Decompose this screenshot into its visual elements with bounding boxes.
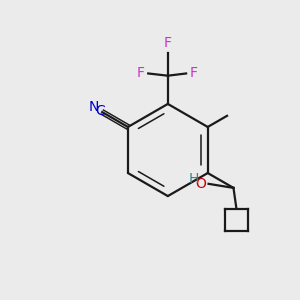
Text: O: O (195, 177, 206, 191)
Text: methyl: methyl (214, 108, 249, 118)
Text: C: C (95, 104, 105, 118)
Text: N: N (88, 100, 99, 114)
Text: F: F (136, 67, 145, 80)
Text: F: F (190, 67, 198, 80)
Text: F: F (164, 36, 172, 50)
Text: H: H (189, 172, 199, 186)
